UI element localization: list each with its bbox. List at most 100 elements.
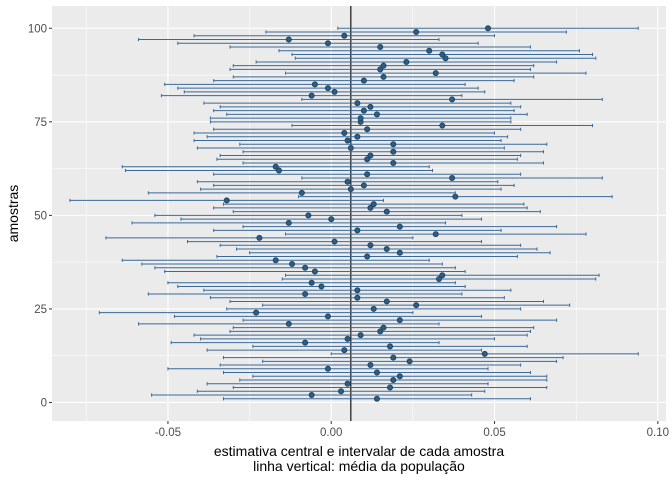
sample-interval xyxy=(180,216,482,223)
x-tick-label: 0.05 xyxy=(483,427,505,439)
estimate-point xyxy=(354,294,361,301)
sample-interval xyxy=(167,365,489,372)
sample-interval xyxy=(219,103,522,110)
estimate-point xyxy=(390,148,397,155)
estimate-point xyxy=(373,395,380,402)
estimate-point xyxy=(344,335,351,342)
sample-interval xyxy=(239,141,548,148)
sample-interval xyxy=(262,302,571,309)
sample-interval xyxy=(242,223,558,230)
estimate-point xyxy=(354,287,361,294)
estimate-point xyxy=(390,377,397,384)
sample-interval xyxy=(285,70,587,77)
sample-interval xyxy=(239,377,548,384)
sample-interval xyxy=(147,290,463,297)
sample-interval xyxy=(196,388,486,395)
y-tick-label: 0 xyxy=(41,397,47,409)
estimate-point xyxy=(364,156,371,163)
estimate-point xyxy=(272,163,279,170)
estimate-point xyxy=(380,324,387,331)
sample-interval xyxy=(138,320,440,327)
estimate-point xyxy=(373,369,380,376)
estimate-point xyxy=(377,328,384,335)
estimate-point xyxy=(383,208,390,215)
estimate-point xyxy=(347,145,354,152)
estimate-point xyxy=(387,384,394,391)
estimate-point xyxy=(390,141,397,148)
sample-interval xyxy=(213,227,502,234)
sample-interval xyxy=(200,335,496,342)
estimate-point xyxy=(377,66,384,73)
estimate-point xyxy=(436,275,443,282)
estimate-point xyxy=(406,358,413,365)
sample-interval xyxy=(255,58,558,65)
sample-interval xyxy=(141,261,443,268)
estimate-point xyxy=(344,380,351,387)
sample-interval xyxy=(291,51,594,58)
estimate-point xyxy=(439,122,446,129)
estimate-point xyxy=(387,343,394,350)
estimate-point xyxy=(285,320,292,327)
sample-interval xyxy=(285,272,600,279)
x-tick-label: -0.05 xyxy=(155,427,181,439)
sample-interval xyxy=(219,242,522,249)
sample-interval xyxy=(209,294,505,301)
estimate-point xyxy=(302,290,309,297)
estimate-point xyxy=(256,234,263,241)
estimate-point xyxy=(328,216,335,223)
sample-interval xyxy=(252,343,528,350)
sample-interval xyxy=(147,189,456,196)
sample-interval xyxy=(242,148,545,155)
estimate-point xyxy=(318,283,325,290)
sample-interval xyxy=(232,208,541,215)
estimate-point xyxy=(367,103,374,110)
sample-interval xyxy=(131,219,447,226)
estimate-point xyxy=(449,174,456,181)
sample-interval xyxy=(222,395,531,402)
estimate-point xyxy=(223,197,230,204)
estimate-point xyxy=(302,339,309,346)
estimate-point xyxy=(364,126,371,133)
sample-interval xyxy=(236,246,538,253)
estimate-point xyxy=(439,272,446,279)
sample-interval xyxy=(232,324,535,331)
estimate-point xyxy=(305,212,312,219)
estimate-point xyxy=(308,279,315,286)
sample-interval xyxy=(193,32,496,39)
sample-interval xyxy=(206,380,489,387)
estimate-point xyxy=(396,317,403,324)
sample-interval xyxy=(177,283,466,290)
estimate-point xyxy=(324,85,331,92)
estimate-point xyxy=(413,29,420,36)
sample-interval xyxy=(301,174,603,181)
estimate-point xyxy=(253,309,260,316)
estimate-point xyxy=(485,25,492,32)
sample-interval xyxy=(294,55,597,62)
sample-interval xyxy=(124,167,433,174)
sample-interval xyxy=(213,182,515,189)
sample-interval xyxy=(242,317,558,324)
estimate-point xyxy=(341,130,348,137)
sample-interval xyxy=(206,133,509,140)
x-axis-title-line1: estimativa central e intervalar de cada … xyxy=(214,443,504,459)
estimate-point xyxy=(370,201,377,208)
estimate-point xyxy=(354,133,361,140)
sample-interval xyxy=(206,347,482,354)
sample-interval xyxy=(160,92,463,99)
sample-interval xyxy=(219,152,522,159)
estimate-point xyxy=(396,249,403,256)
estimate-point xyxy=(449,96,456,103)
sample-interval xyxy=(203,100,512,107)
sample-interval xyxy=(154,264,456,271)
estimate-point xyxy=(367,242,374,249)
estimate-point xyxy=(396,223,403,230)
estimate-point xyxy=(347,186,354,193)
estimate-point xyxy=(324,40,331,47)
sample-interval xyxy=(121,163,430,170)
estimate-point xyxy=(481,350,488,357)
estimate-point xyxy=(360,77,367,84)
sample-interval xyxy=(229,328,531,335)
x-axis-title-line2: linha vertical: média da população xyxy=(253,458,465,474)
estimate-point xyxy=(383,298,390,305)
